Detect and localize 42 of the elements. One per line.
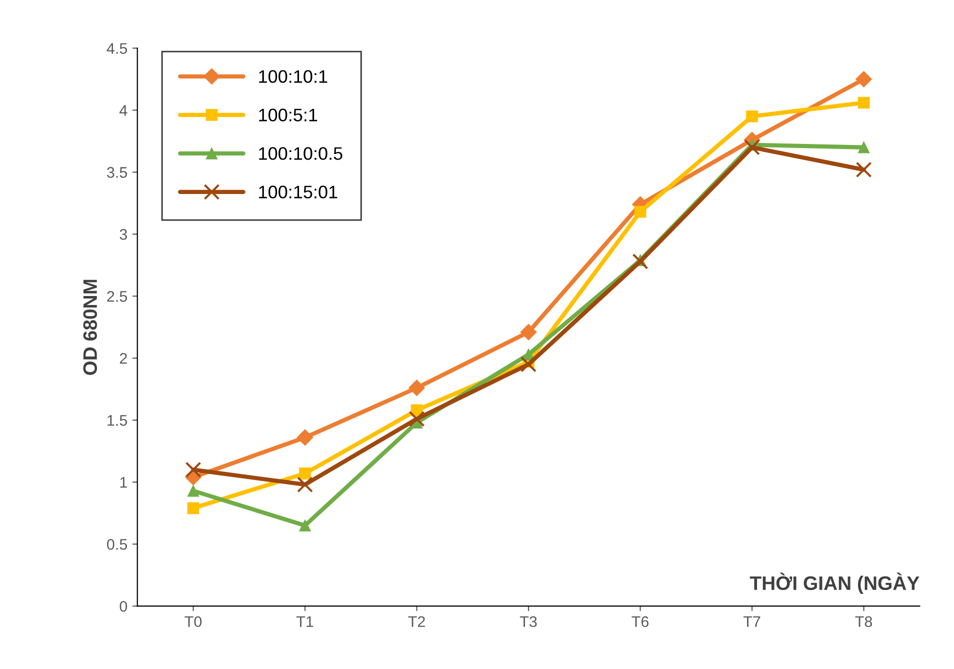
x-tick-label: T8 (855, 616, 872, 628)
legend-label: 100:5:1 (259, 108, 318, 122)
y-tick-label: 0.5 (107, 538, 128, 550)
point (520, 324, 537, 340)
y-tick-label: 2.5 (107, 291, 128, 302)
x-tick-label: T6 (632, 616, 649, 628)
point (299, 520, 311, 532)
x-tick-label: T7 (743, 616, 760, 627)
point (858, 141, 870, 154)
point (408, 380, 425, 396)
x-axis-title: THỜI GIAN (NGÀY (750, 572, 920, 594)
point (185, 462, 202, 478)
point (634, 206, 646, 218)
y-tick-label: 3 (120, 229, 127, 240)
y-axis-title: OD 680NM (83, 280, 98, 375)
point (632, 253, 648, 270)
y-tick-label: 4 (120, 105, 128, 116)
point (856, 162, 872, 178)
point (858, 96, 870, 109)
legend-label: 100:10:1 (259, 70, 328, 83)
x-tick-label: T3 (520, 616, 537, 628)
point (187, 502, 200, 514)
y-tick-label: 4.5 (106, 43, 128, 54)
point (744, 139, 760, 156)
y-tick-label: 1.5 (108, 415, 128, 426)
y-tick-label: 3.5 (107, 167, 128, 178)
x-tick-label: T0 (184, 616, 202, 628)
y-tick-label: 2 (120, 353, 127, 364)
point (746, 110, 758, 122)
y-tick-label: 0 (120, 600, 128, 612)
point (408, 410, 425, 427)
point (187, 484, 200, 497)
point (299, 468, 311, 480)
point (297, 476, 313, 493)
point (296, 429, 314, 446)
x-tick-label: T1 (296, 616, 314, 627)
legend-label: 100:10:0.5 (259, 147, 342, 160)
point (856, 70, 872, 88)
x-tick-label: T2 (408, 616, 425, 627)
point (520, 356, 537, 372)
y-tick-label: 1 (120, 477, 127, 488)
legend-label: 100:15:01 (259, 186, 338, 198)
